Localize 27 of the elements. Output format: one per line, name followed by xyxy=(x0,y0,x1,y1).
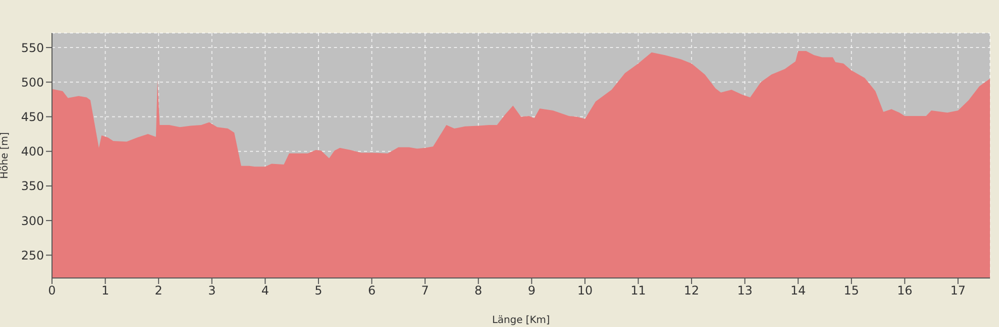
x-tick-label: 5 xyxy=(314,284,322,298)
x-tick-label: 1 xyxy=(101,284,110,298)
x-tick-label: 17 xyxy=(950,284,966,298)
y-tick-label: 300 xyxy=(21,214,44,228)
x-tick-label: 8 xyxy=(474,284,482,298)
x-tick-label: 16 xyxy=(897,284,912,298)
x-tick-label: 7 xyxy=(421,284,429,298)
x-tick-label: 12 xyxy=(684,284,700,298)
y-axis-title: Höhe [m] xyxy=(0,132,11,179)
x-tick-label: 6 xyxy=(368,284,376,298)
x-tick-label: 15 xyxy=(844,284,860,298)
y-tick-label: 450 xyxy=(21,110,44,124)
x-tick-label: 10 xyxy=(577,284,593,298)
x-axis-title: Länge [Km] xyxy=(492,315,550,326)
x-tick-label: 0 xyxy=(48,284,56,298)
y-tick-label: 550 xyxy=(21,40,44,55)
x-tick-label: 4 xyxy=(261,284,269,298)
y-tick-label: 350 xyxy=(21,179,44,194)
x-tick-label: 2 xyxy=(154,284,162,298)
x-tick-label: 9 xyxy=(528,284,536,298)
y-tick-label: 400 xyxy=(21,144,44,159)
y-tick-label: 500 xyxy=(21,75,44,90)
x-tick-label: 11 xyxy=(630,284,646,298)
y-tick-label: 250 xyxy=(21,248,44,262)
x-tick-label: 13 xyxy=(737,284,752,298)
x-tick-label: 3 xyxy=(208,284,216,298)
x-tick-label: 14 xyxy=(790,284,806,298)
